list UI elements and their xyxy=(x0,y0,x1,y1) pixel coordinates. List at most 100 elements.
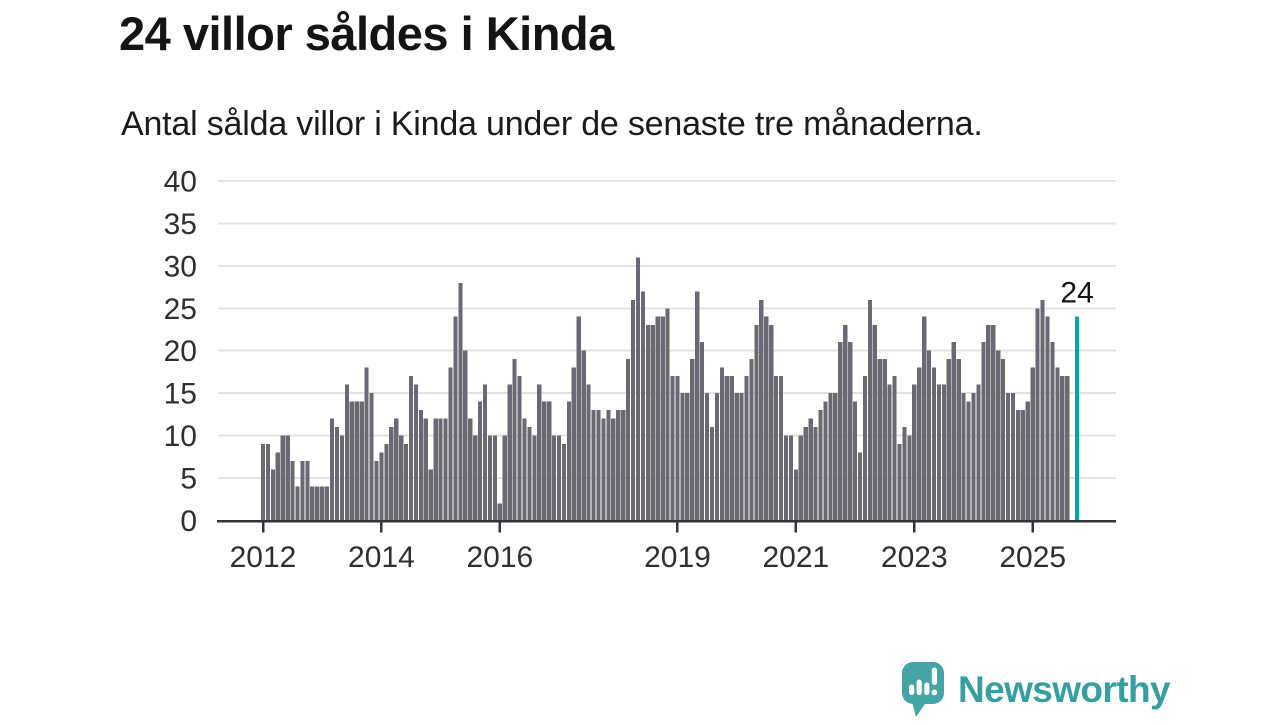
y-axis-tick-label: 20 xyxy=(164,335,197,368)
chart-bar xyxy=(468,418,473,521)
chart-bar xyxy=(621,410,626,521)
y-axis-tick-label: 40 xyxy=(164,165,197,198)
chart-bar xyxy=(537,384,542,521)
chart-bar xyxy=(1035,308,1040,521)
chart-bar xyxy=(778,376,784,521)
chart-bar xyxy=(1030,367,1035,521)
y-axis-tick-label: 10 xyxy=(164,420,197,453)
chart-bar xyxy=(463,350,468,521)
x-axis-tick-label: 2012 xyxy=(230,541,297,574)
chart-bar xyxy=(507,384,512,521)
chart-bar xyxy=(576,316,581,521)
chart-bar xyxy=(1015,410,1020,521)
chart-bar xyxy=(912,384,917,521)
chart-bar xyxy=(315,486,320,521)
chart-bar xyxy=(364,367,369,521)
chart-bar xyxy=(1050,342,1055,521)
chart-bar xyxy=(453,316,458,521)
chart-bar xyxy=(497,503,502,521)
chart-bar xyxy=(542,401,547,521)
brand-name: Newsworthy xyxy=(958,669,1171,710)
chart-bar xyxy=(260,444,266,521)
chart-bar xyxy=(630,299,636,521)
chart-bar xyxy=(783,435,789,521)
chart-bar xyxy=(749,359,754,521)
chart-bar xyxy=(320,486,325,521)
chart-bar xyxy=(857,452,863,521)
chart-bar xyxy=(848,342,853,521)
chart-bar xyxy=(764,316,769,521)
chart-bar xyxy=(413,384,419,521)
chart-bar xyxy=(769,325,774,521)
chart-bar xyxy=(354,401,359,521)
chart-bar xyxy=(926,350,932,521)
chart-bar xyxy=(418,410,423,521)
chart-bar xyxy=(394,418,399,521)
chart-bar xyxy=(907,435,912,521)
chart-bar xyxy=(522,418,527,521)
chart-bar xyxy=(596,410,601,521)
chart-bar xyxy=(892,376,897,521)
chart-bar xyxy=(695,291,700,521)
chart-bar xyxy=(1025,401,1030,521)
x-axis-tick-label: 2025 xyxy=(999,541,1066,574)
chart-bar xyxy=(334,427,340,521)
chart-bar xyxy=(566,401,572,521)
chart-bar xyxy=(922,316,927,521)
chart-bar xyxy=(956,359,961,521)
chart-bar xyxy=(369,393,374,521)
chart-bar xyxy=(931,367,937,521)
chart-bar xyxy=(325,486,330,521)
chart-bar xyxy=(606,410,611,521)
chart-bar xyxy=(581,350,586,521)
chart-bar xyxy=(295,486,300,521)
chart-bar xyxy=(408,376,414,521)
chart-bar xyxy=(270,469,275,521)
speech-bubble-icon xyxy=(902,662,944,717)
chart-bar xyxy=(458,282,463,521)
chart-bar xyxy=(823,401,828,521)
chart-bar xyxy=(808,418,813,521)
chart-bar xyxy=(359,401,364,521)
y-axis-tick-label: 5 xyxy=(180,463,197,496)
chart-bar xyxy=(951,342,956,521)
chart-bar xyxy=(310,486,315,521)
chart-bar xyxy=(996,350,1001,521)
chart-bar xyxy=(339,435,345,521)
highlight-value-label: 24 xyxy=(1060,277,1093,310)
chart-bar xyxy=(1060,376,1065,521)
chart-bar xyxy=(374,461,379,521)
chart-bar xyxy=(936,384,942,521)
chart-bar xyxy=(813,427,818,521)
chart-bar xyxy=(759,299,764,521)
chart-bar xyxy=(966,401,971,521)
chart-bar xyxy=(300,461,305,521)
chart-bar xyxy=(556,435,562,521)
chart-bar xyxy=(788,435,794,521)
y-axis-tick-label: 30 xyxy=(164,250,197,283)
chart-bar xyxy=(482,384,488,521)
chart-bar xyxy=(443,418,448,521)
chart-bar xyxy=(917,367,922,521)
chart-bar xyxy=(305,461,310,521)
chart-bar xyxy=(734,393,739,521)
chart-bar xyxy=(714,393,720,521)
chart-bar xyxy=(986,325,991,521)
y-axis-tick-label: 25 xyxy=(164,293,197,326)
chart-bar xyxy=(961,393,966,521)
chart-bar xyxy=(724,376,729,521)
chart-bar xyxy=(527,427,532,521)
chart-bar xyxy=(828,393,833,521)
x-axis-tick-label: 2023 xyxy=(881,541,948,574)
chart-bar xyxy=(882,359,887,521)
chart-bar xyxy=(1045,316,1050,521)
chart-bar xyxy=(1005,393,1011,521)
chart-bar xyxy=(991,325,996,521)
chart-bar xyxy=(946,359,951,521)
chart-bar xyxy=(478,401,483,521)
x-axis-tick-label: 2021 xyxy=(762,541,829,574)
chart-bar xyxy=(384,444,389,521)
x-axis-tick-label: 2016 xyxy=(466,541,533,574)
x-axis-tick-label: 2014 xyxy=(348,541,415,574)
